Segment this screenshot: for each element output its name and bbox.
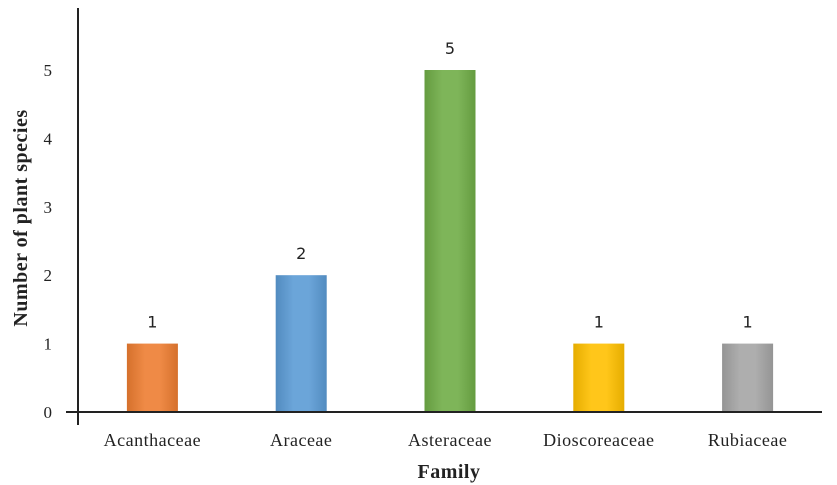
bar-shading: [573, 343, 625, 412]
x-axis-title: Family: [418, 461, 481, 483]
y-axis-ticks: 0 1 2 3 4 5: [44, 61, 53, 422]
y-tick-label: 0: [44, 403, 53, 422]
bar-shading: [424, 70, 476, 412]
y-tick-label: 3: [44, 198, 53, 217]
y-tick-label: 4: [44, 129, 53, 148]
y-tick-label: 1: [44, 335, 53, 354]
x-tick-label: Dioscoreaceae: [543, 430, 654, 450]
x-tick-label: Asteraceae: [408, 430, 492, 450]
y-tick-label: 2: [44, 266, 53, 285]
data-label: 2: [296, 244, 306, 263]
bar-shading: [722, 343, 774, 412]
x-axis-labels: Acanthaceae Araceae Asteraceae Dioscoreacea…: [104, 430, 787, 450]
bar-shading: [126, 343, 178, 412]
x-tick-label: Rubiaceae: [708, 430, 787, 450]
y-tick-label: 5: [44, 61, 53, 80]
data-label: 1: [147, 313, 157, 332]
y-axis-title: Number of plant species: [10, 109, 32, 326]
data-label: 1: [594, 313, 604, 332]
bars-group: [126, 70, 774, 412]
data-label: 1: [743, 313, 753, 332]
data-labels-group: 1 2 5 1 1: [147, 39, 752, 332]
x-tick-label: Araceae: [270, 430, 332, 450]
x-tick-label: Acanthaceae: [104, 430, 201, 450]
data-label: 5: [445, 39, 455, 58]
bar-shading: [275, 275, 327, 412]
